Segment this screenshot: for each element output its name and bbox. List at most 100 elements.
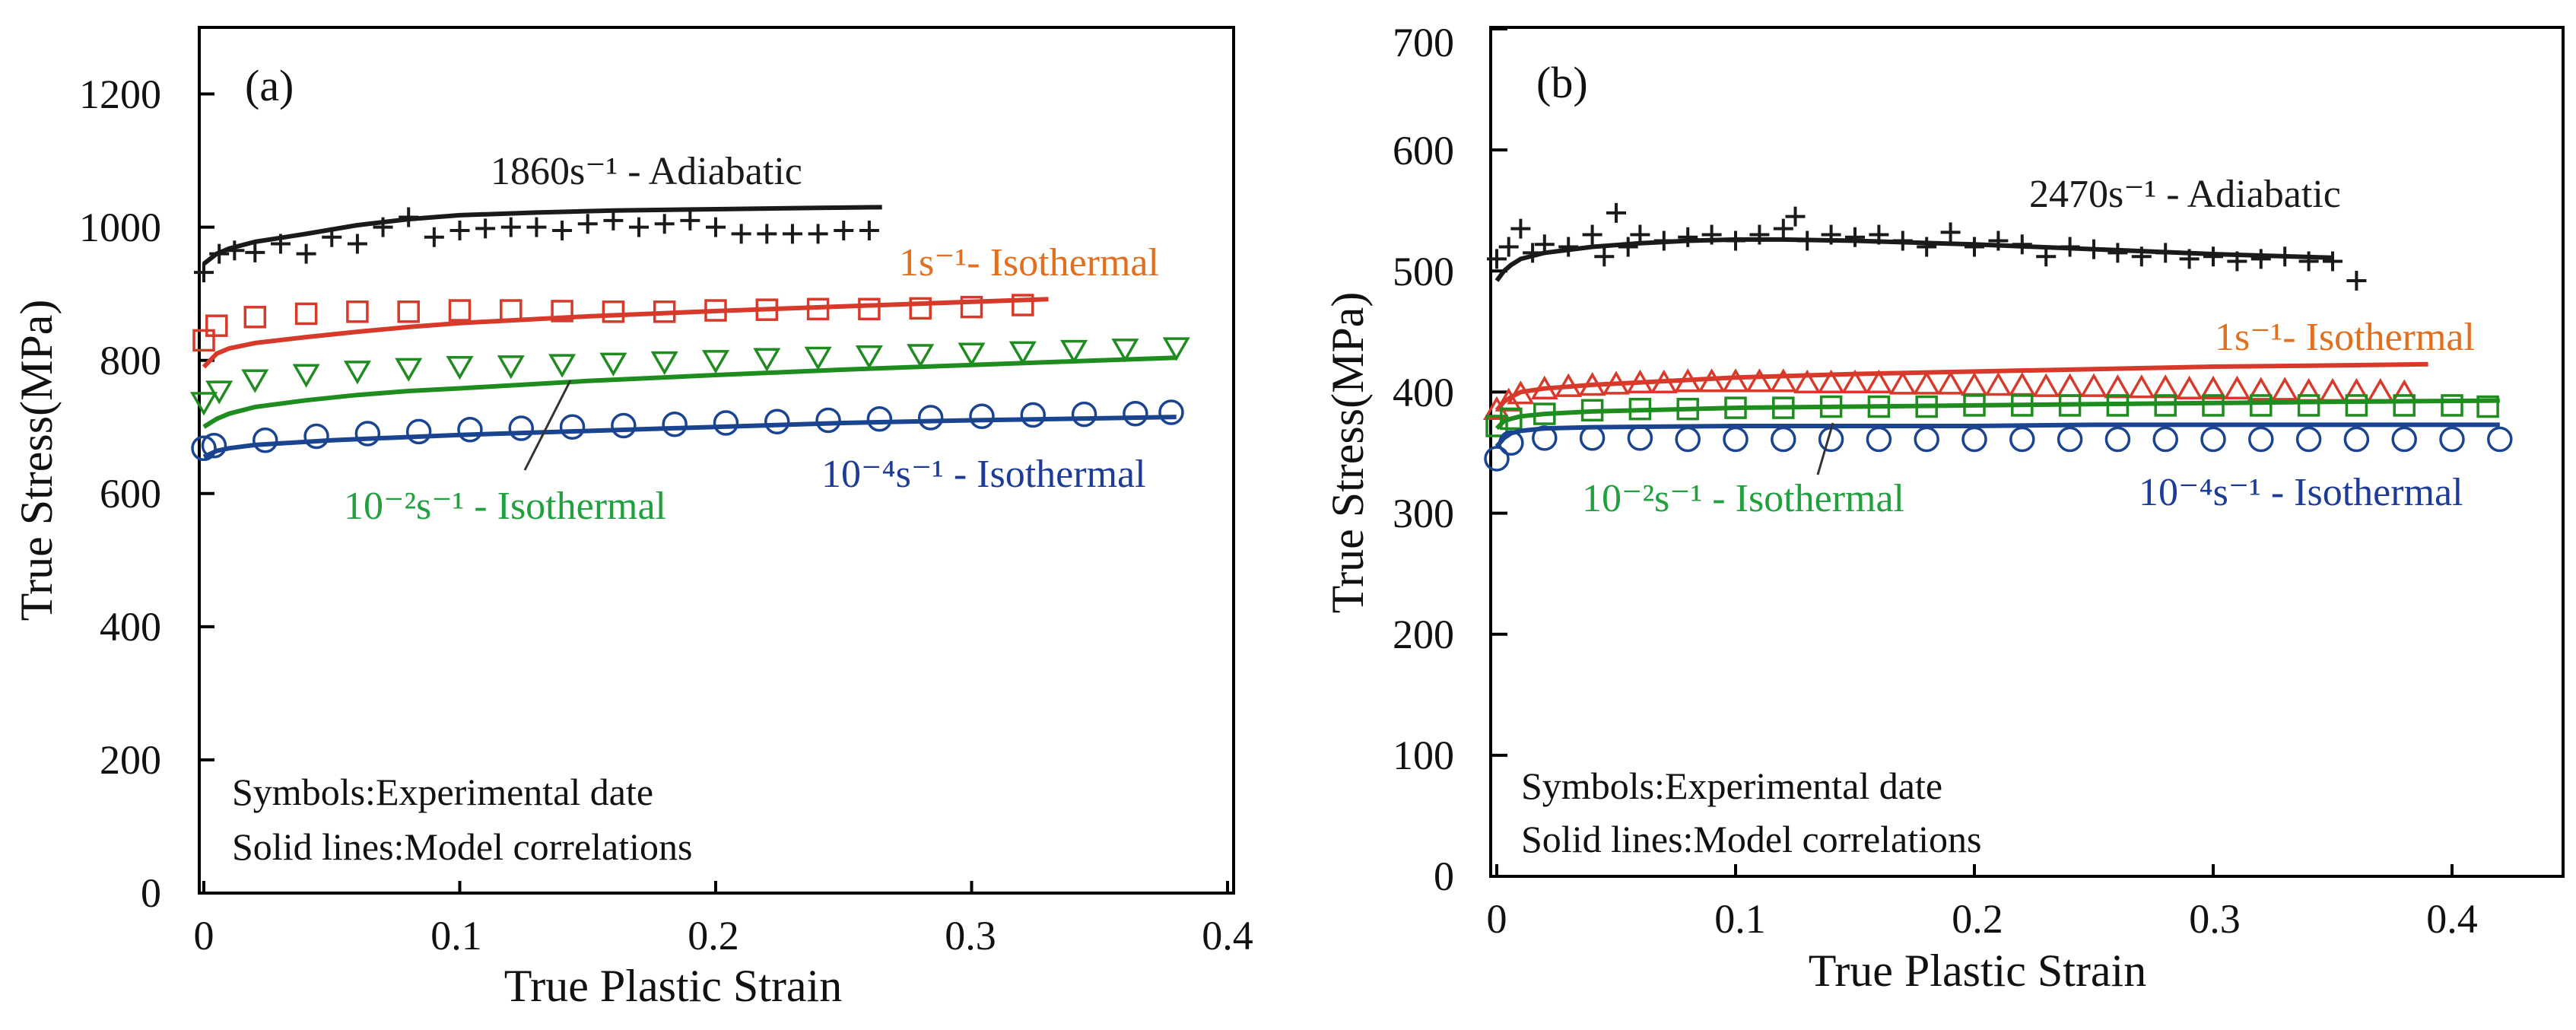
data-point-plus — [270, 234, 291, 254]
data-point-triangle-up — [2247, 377, 2275, 401]
data-point-plus — [757, 224, 777, 244]
data-point-plus — [399, 207, 419, 227]
data-point-plus — [629, 217, 650, 237]
data-point-plus — [449, 220, 470, 240]
data-point-triangle-down — [804, 346, 832, 370]
data-point-triangle-down — [753, 348, 781, 372]
data-point-plus — [2227, 251, 2247, 272]
data-point-plus — [2060, 237, 2080, 257]
data-point-triangle-down — [599, 352, 627, 377]
data-point-triangle-up — [1507, 380, 1535, 405]
panel-b-x-tick-label: 0 — [1487, 896, 1507, 942]
data-point-plus — [1785, 206, 1806, 227]
data-point-triangle-down — [1060, 339, 1088, 364]
panel-b-note-symbols: Symbols:Experimental date — [1521, 765, 1942, 807]
data-point-triangle-up — [2318, 377, 2347, 402]
panel-b-series-label-adiabatic: 2470s⁻¹ - Adiabatic — [2029, 173, 2341, 216]
data-point-plus — [1678, 227, 1698, 247]
panel-b-y-tick-label: 600 — [1393, 128, 1454, 173]
data-point-triangle-up — [1769, 368, 1797, 393]
data-point-circle — [1020, 402, 1047, 428]
data-point-circle — [969, 403, 995, 429]
data-point-square — [2476, 395, 2499, 418]
data-point-triangle-up — [2295, 377, 2323, 402]
data-point-triangle-up — [2008, 371, 2036, 396]
data-point-triangle-up — [1530, 375, 1558, 399]
data-point-circle — [1914, 426, 1939, 453]
data-point-square — [243, 306, 267, 329]
data-point-triangle-up — [2271, 377, 2299, 401]
data-point-circle — [713, 410, 739, 436]
data-point-triangle-up — [2343, 377, 2371, 402]
data-point-square — [704, 299, 727, 322]
data-point-triangle-up — [2056, 373, 2084, 397]
data-point-square — [1580, 399, 1604, 422]
data-point-circle — [1771, 426, 1796, 453]
data-point-triangle-down — [205, 380, 233, 405]
data-point-circle — [405, 418, 432, 445]
data-point-plus — [373, 217, 393, 237]
data-point-plus — [1965, 237, 1984, 257]
panel-b-x-tick-label: 0.2 — [1952, 896, 2003, 942]
panel-a-x-tick-label: 0.3 — [945, 913, 996, 958]
data-point-triangle-up — [2223, 375, 2251, 399]
data-point-plus — [808, 224, 828, 244]
data-point-triangle-up — [1936, 370, 1965, 395]
data-point-circle — [2295, 426, 2322, 453]
data-point-circle — [1866, 426, 1892, 453]
panel-a-y-axis-title: True Stress(MPa) — [11, 300, 62, 621]
panel-a-y-tick-label: 1000 — [79, 205, 161, 250]
data-point-plus — [194, 262, 214, 283]
data-point-triangle-up — [2175, 375, 2203, 399]
data-point-triangle-up — [1817, 369, 1845, 394]
data-point-triangle-up — [1602, 370, 1631, 395]
panel-b-ticks — [1492, 27, 2454, 878]
data-point-triangle-up — [1960, 371, 1989, 396]
data-point-square — [1724, 396, 1747, 419]
panel-a-x-tick-label: 0 — [194, 913, 214, 958]
panel-a-y-tick-label: 600 — [100, 471, 161, 517]
data-point-triangle-up — [1626, 369, 1654, 394]
panel-b-y-axis-title: True Stress(MPa) — [1323, 292, 1373, 614]
data-point-circle — [1961, 426, 1987, 453]
data-point-triangle-down — [701, 350, 730, 374]
data-point-circle — [1484, 446, 1510, 472]
data-point-plus — [1797, 230, 1818, 251]
data-point-circle — [191, 435, 217, 461]
data-point-triangle-down — [241, 369, 269, 393]
data-point-triangle-up — [2152, 374, 2180, 399]
data-point-plus — [1726, 230, 1745, 251]
data-point-square — [1485, 415, 1508, 437]
data-point-circle — [559, 414, 586, 440]
data-point-plus — [2107, 243, 2128, 263]
data-point-plus — [1940, 222, 1961, 243]
data-point-triangle-up — [2032, 373, 2060, 397]
data-point-square — [397, 300, 420, 323]
data-point-square — [1676, 397, 1699, 421]
panel-a-tag: (a) — [245, 61, 294, 110]
data-point-square — [2297, 394, 2320, 417]
panel-b-tag: (b) — [1536, 58, 1588, 107]
data-point-triangle-up — [1841, 369, 1869, 394]
data-point-plus — [296, 243, 316, 264]
data-point-circle — [2487, 426, 2513, 453]
data-point-circle — [764, 409, 790, 434]
panel-a-series-label-1s: 1s⁻¹- Isothermal — [899, 241, 1159, 285]
data-point-plus — [347, 234, 367, 254]
data-point-plus — [2203, 246, 2223, 267]
data-point-triangle-up — [1793, 369, 1822, 394]
data-point-plus — [1498, 237, 1519, 257]
data-point-plus — [2275, 246, 2295, 267]
data-point-circle — [2439, 426, 2465, 453]
data-point-triangle-down — [497, 355, 525, 380]
data-point-triangle-down — [189, 392, 218, 416]
data-point-plus — [2036, 246, 2057, 267]
panel-b-y-tick-label: 0 — [1434, 854, 1454, 899]
data-point-plus — [1510, 218, 1531, 239]
data-point-plus — [2250, 249, 2271, 269]
panel-a-series-label-1e-2: 10⁻²s⁻¹ - Isothermal — [344, 485, 666, 528]
data-point-square — [858, 297, 881, 321]
data-point-circle — [2057, 426, 2083, 453]
data-point-triangle-down — [907, 344, 935, 368]
